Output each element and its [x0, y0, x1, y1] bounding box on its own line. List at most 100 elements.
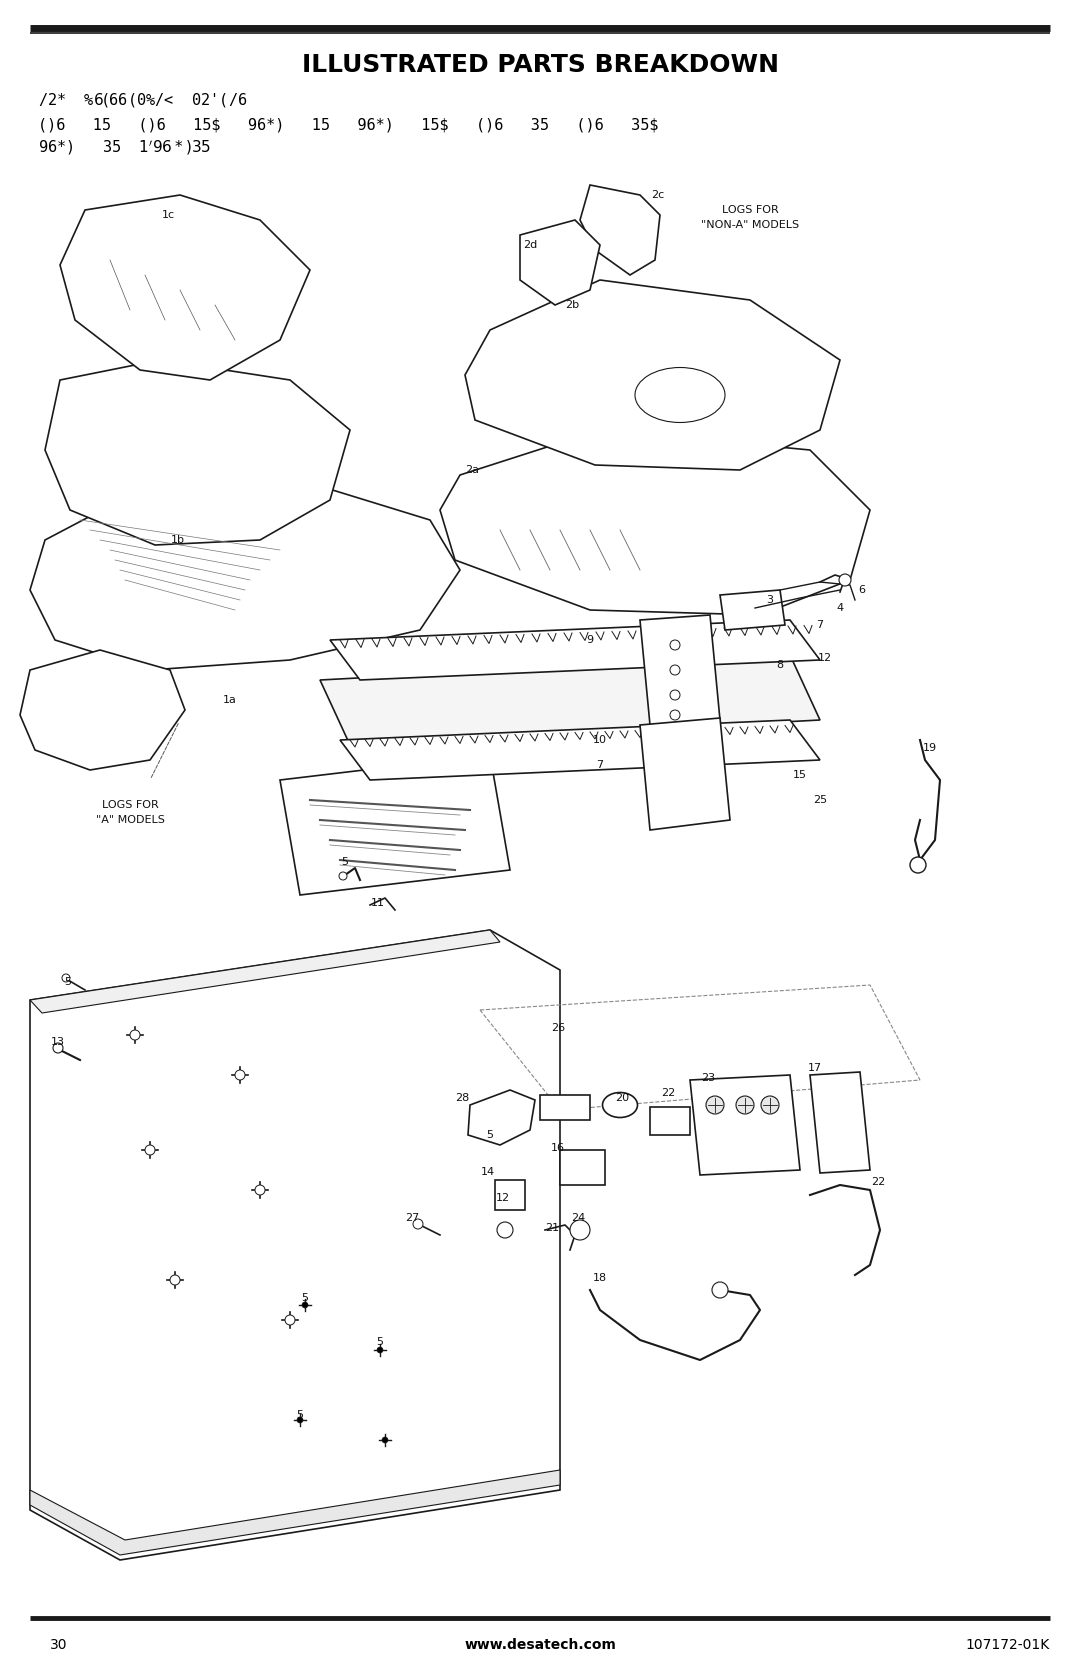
Polygon shape	[340, 719, 820, 779]
Ellipse shape	[635, 367, 725, 422]
Text: 5: 5	[301, 1293, 309, 1303]
Polygon shape	[280, 754, 510, 895]
Text: 10: 10	[593, 734, 607, 744]
Polygon shape	[30, 930, 500, 1013]
Text: 7: 7	[596, 759, 604, 769]
Text: 26: 26	[551, 1023, 565, 1033]
Text: 28: 28	[455, 1093, 469, 1103]
Circle shape	[670, 639, 680, 649]
Text: 14: 14	[481, 1167, 495, 1177]
Text: 5: 5	[486, 1130, 494, 1140]
Text: 30: 30	[50, 1637, 67, 1652]
Circle shape	[761, 1097, 779, 1113]
Polygon shape	[21, 649, 185, 769]
Text: 5: 5	[341, 856, 349, 866]
Polygon shape	[330, 619, 820, 679]
Ellipse shape	[603, 1093, 637, 1118]
Polygon shape	[30, 1470, 561, 1556]
Text: 5: 5	[297, 1410, 303, 1420]
Text: 1c: 1c	[161, 210, 175, 220]
Bar	[495, 1180, 525, 1210]
Text: 22: 22	[661, 1088, 675, 1098]
Text: LOGS FOR: LOGS FOR	[721, 205, 779, 215]
Text: /2*  %$6(  $66(0%/<  02'(/6: /2* %$6( $66(0%/< 02'(/6	[38, 92, 247, 108]
Circle shape	[285, 1315, 295, 1325]
Text: 1b: 1b	[171, 536, 185, 546]
Text: www.desatech.com: www.desatech.com	[464, 1637, 616, 1652]
Text: 16: 16	[551, 1143, 565, 1153]
Bar	[540, 1095, 590, 1120]
Text: 20: 20	[615, 1093, 629, 1103]
Text: 15: 15	[793, 769, 807, 779]
Circle shape	[570, 1220, 590, 1240]
Text: 19: 19	[923, 743, 937, 753]
Text: 23: 23	[701, 1073, 715, 1083]
Text: "NON-A" MODELS: "NON-A" MODELS	[701, 220, 799, 230]
Text: ILLUSTRATED PARTS BREAKDOWN: ILLUSTRATED PARTS BREAKDOWN	[301, 53, 779, 77]
Circle shape	[735, 1097, 754, 1113]
Polygon shape	[320, 654, 820, 744]
Polygon shape	[690, 1075, 800, 1175]
Text: 18: 18	[593, 1273, 607, 1283]
Text: 8: 8	[777, 659, 784, 669]
Circle shape	[130, 1030, 140, 1040]
Circle shape	[712, 1282, 728, 1298]
Polygon shape	[519, 220, 600, 305]
Circle shape	[62, 975, 70, 981]
Text: 96*)   35  $1'  96*)   35$: 96*) 35 $1' 96*) 35$	[38, 139, 212, 157]
Circle shape	[170, 1275, 180, 1285]
Text: 22: 22	[870, 1177, 886, 1187]
Circle shape	[382, 1437, 388, 1444]
Polygon shape	[468, 1090, 535, 1145]
Text: "A" MODELS: "A" MODELS	[95, 814, 164, 824]
Circle shape	[339, 871, 347, 880]
Text: 1a: 1a	[224, 694, 237, 704]
Polygon shape	[440, 431, 870, 614]
Circle shape	[670, 689, 680, 699]
Circle shape	[297, 1417, 303, 1424]
Text: 3: 3	[767, 596, 773, 604]
Text: 2a: 2a	[465, 466, 480, 476]
Circle shape	[706, 1097, 724, 1113]
Bar	[650, 1107, 690, 1135]
Circle shape	[670, 709, 680, 719]
Text: 2b: 2b	[565, 300, 579, 310]
Text: 7: 7	[816, 619, 824, 629]
Text: 12: 12	[818, 653, 832, 663]
Polygon shape	[640, 614, 720, 724]
Text: 27: 27	[405, 1213, 419, 1223]
Text: 9: 9	[586, 634, 594, 644]
Circle shape	[145, 1145, 156, 1155]
Circle shape	[53, 1043, 63, 1053]
Text: 5: 5	[65, 976, 71, 986]
Text: 25: 25	[813, 794, 827, 804]
Polygon shape	[640, 718, 730, 829]
Polygon shape	[810, 1071, 870, 1173]
Bar	[561, 1150, 605, 1185]
Text: 5: 5	[377, 1337, 383, 1347]
Circle shape	[235, 1070, 245, 1080]
Polygon shape	[30, 481, 460, 669]
Text: LOGS FOR: LOGS FOR	[102, 799, 159, 809]
Polygon shape	[30, 930, 561, 1561]
Circle shape	[910, 856, 926, 873]
Text: 13: 13	[51, 1036, 65, 1046]
Text: 2c: 2c	[651, 190, 664, 200]
Polygon shape	[720, 591, 785, 629]
Text: 21: 21	[545, 1223, 559, 1233]
Circle shape	[377, 1347, 383, 1354]
Text: ()6   15   ()6   15$   96*)   15   96*)   15$   ()6   35   ()6   35$: ()6 15 ()6 15$ 96*) 15 96*) 15$ ()6 35 (…	[38, 117, 659, 132]
Circle shape	[497, 1222, 513, 1238]
Text: 2d: 2d	[523, 240, 537, 250]
Text: 11: 11	[372, 898, 384, 908]
Polygon shape	[465, 280, 840, 471]
Text: 6: 6	[859, 586, 865, 596]
Text: 107172-01K: 107172-01K	[966, 1637, 1050, 1652]
Circle shape	[255, 1185, 265, 1195]
Circle shape	[302, 1302, 308, 1308]
Text: 4: 4	[836, 603, 843, 613]
Polygon shape	[45, 361, 350, 546]
Text: 17: 17	[808, 1063, 822, 1073]
Text: 24: 24	[571, 1213, 585, 1223]
Text: 12: 12	[496, 1193, 510, 1203]
